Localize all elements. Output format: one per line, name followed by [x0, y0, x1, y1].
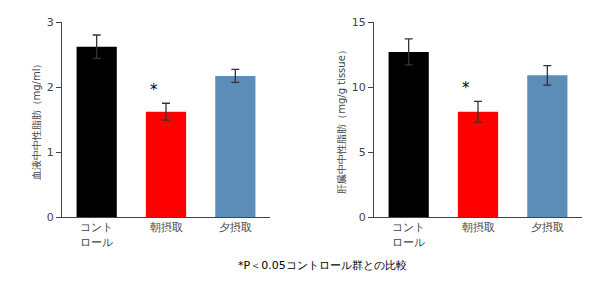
svg-text:*Ρ＜0.05コントロール群との比較: *Ρ＜0.05コントロール群との比較: [238, 259, 407, 272]
svg-text:*: *: [462, 79, 470, 97]
svg-text:朝摂取: 朝摂取: [462, 221, 495, 234]
svg-text:1: 1: [47, 146, 54, 159]
svg-text:*: *: [150, 81, 158, 99]
svg-text:朝摂取: 朝摂取: [150, 221, 183, 234]
svg-text:夕摂取: 夕摂取: [531, 221, 564, 234]
svg-text:夕摂取: 夕摂取: [219, 221, 252, 234]
svg-text:0: 0: [47, 211, 54, 224]
svg-text:5: 5: [359, 146, 366, 159]
svg-text:肝臓中中性脂肪（mg/g tissue）: 肝臓中中性脂肪（mg/g tissue）: [336, 45, 347, 194]
svg-text:0: 0: [359, 211, 366, 224]
svg-text:2: 2: [47, 81, 54, 94]
svg-text:10: 10: [352, 81, 366, 94]
svg-text:血液中中性脂肪（mg/ml）: 血液中中性脂肪（mg/ml）: [31, 59, 42, 181]
svg-text:コントロール: コントロール: [392, 221, 425, 248]
svg-text:コントロール: コントロール: [80, 221, 113, 248]
svg-text:15: 15: [352, 16, 366, 29]
svg-text:3: 3: [47, 16, 54, 29]
